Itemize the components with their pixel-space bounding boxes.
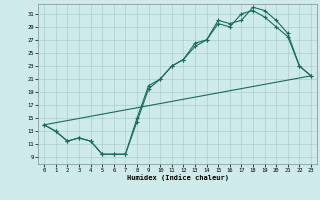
X-axis label: Humidex (Indice chaleur): Humidex (Indice chaleur) — [127, 175, 228, 181]
